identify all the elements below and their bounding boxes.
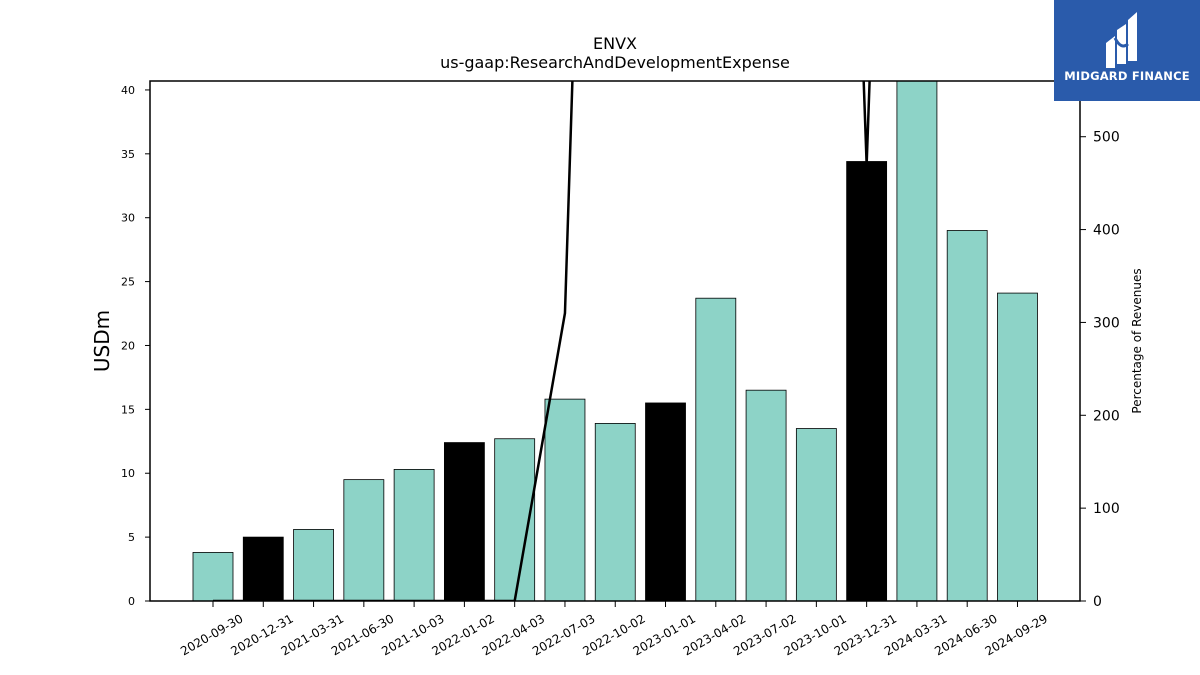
bar-2023-01-01 [645, 402, 686, 602]
y-tick-label: 0 [128, 595, 135, 608]
y-axis-left: 0 5 10 15 20 25 30 35 40 [121, 84, 150, 608]
logo-mark-icon [1106, 12, 1137, 68]
y-tick-label: 25 [121, 276, 135, 289]
bar-2022-01-02 [443, 442, 485, 602]
bar-2023-12-31 [846, 161, 888, 602]
chart-title: ENVX [593, 34, 637, 53]
y-tick-label: 40 [121, 84, 135, 97]
bar-2022-07-03 [544, 398, 586, 602]
y-axis-right: 0 100 200 300 400 500 [1080, 130, 1120, 610]
y-tick-label: 20 [121, 339, 135, 352]
bar-2021-06-30 [343, 479, 385, 602]
bar-2024-06-30 [946, 230, 988, 602]
bar-2024-09-29 [997, 292, 1038, 602]
bar-2023-07-02 [745, 389, 787, 602]
y-tick-label: 30 [121, 212, 135, 225]
bar-2023-04-02 [695, 297, 737, 602]
y-axis-label: USDm [90, 310, 114, 372]
y-tick-label: 35 [121, 148, 135, 161]
y-tick-label: 10 [121, 467, 135, 480]
y2-tick-label: 200 [1093, 408, 1120, 424]
y2-tick-label: 100 [1093, 501, 1120, 517]
logo-text: MIDGARD FINANCE [1064, 69, 1190, 83]
bar-2024-03-31 [896, 80, 938, 602]
bar-2021-10-03 [393, 469, 435, 602]
y2-tick-label: 400 [1093, 223, 1120, 239]
bar-2021-03-31 [293, 529, 334, 602]
y-tick-label: 5 [128, 531, 135, 544]
y2-tick-label: 300 [1093, 315, 1120, 331]
brand-logo: MIDGARD FINANCE [1054, 0, 1200, 101]
bar-2022-10-02 [594, 423, 636, 602]
bar-2020-12-31 [242, 536, 284, 602]
y2-axis-label: Percentage of Revenues [1130, 268, 1144, 413]
x-axis: 2020-09-302020-12-312021-03-312021-06-30… [178, 601, 1050, 658]
bar-2023-10-01 [795, 428, 837, 602]
chart-subtitle: us-gaap:ResearchAndDevelopmentExpense [440, 53, 790, 72]
y2-tick-label: 500 [1093, 130, 1120, 146]
y-tick-label: 15 [121, 403, 135, 416]
bar-2020-09-30 [192, 552, 234, 602]
y2-tick-label: 0 [1093, 594, 1102, 610]
bar-group [192, 80, 1038, 602]
